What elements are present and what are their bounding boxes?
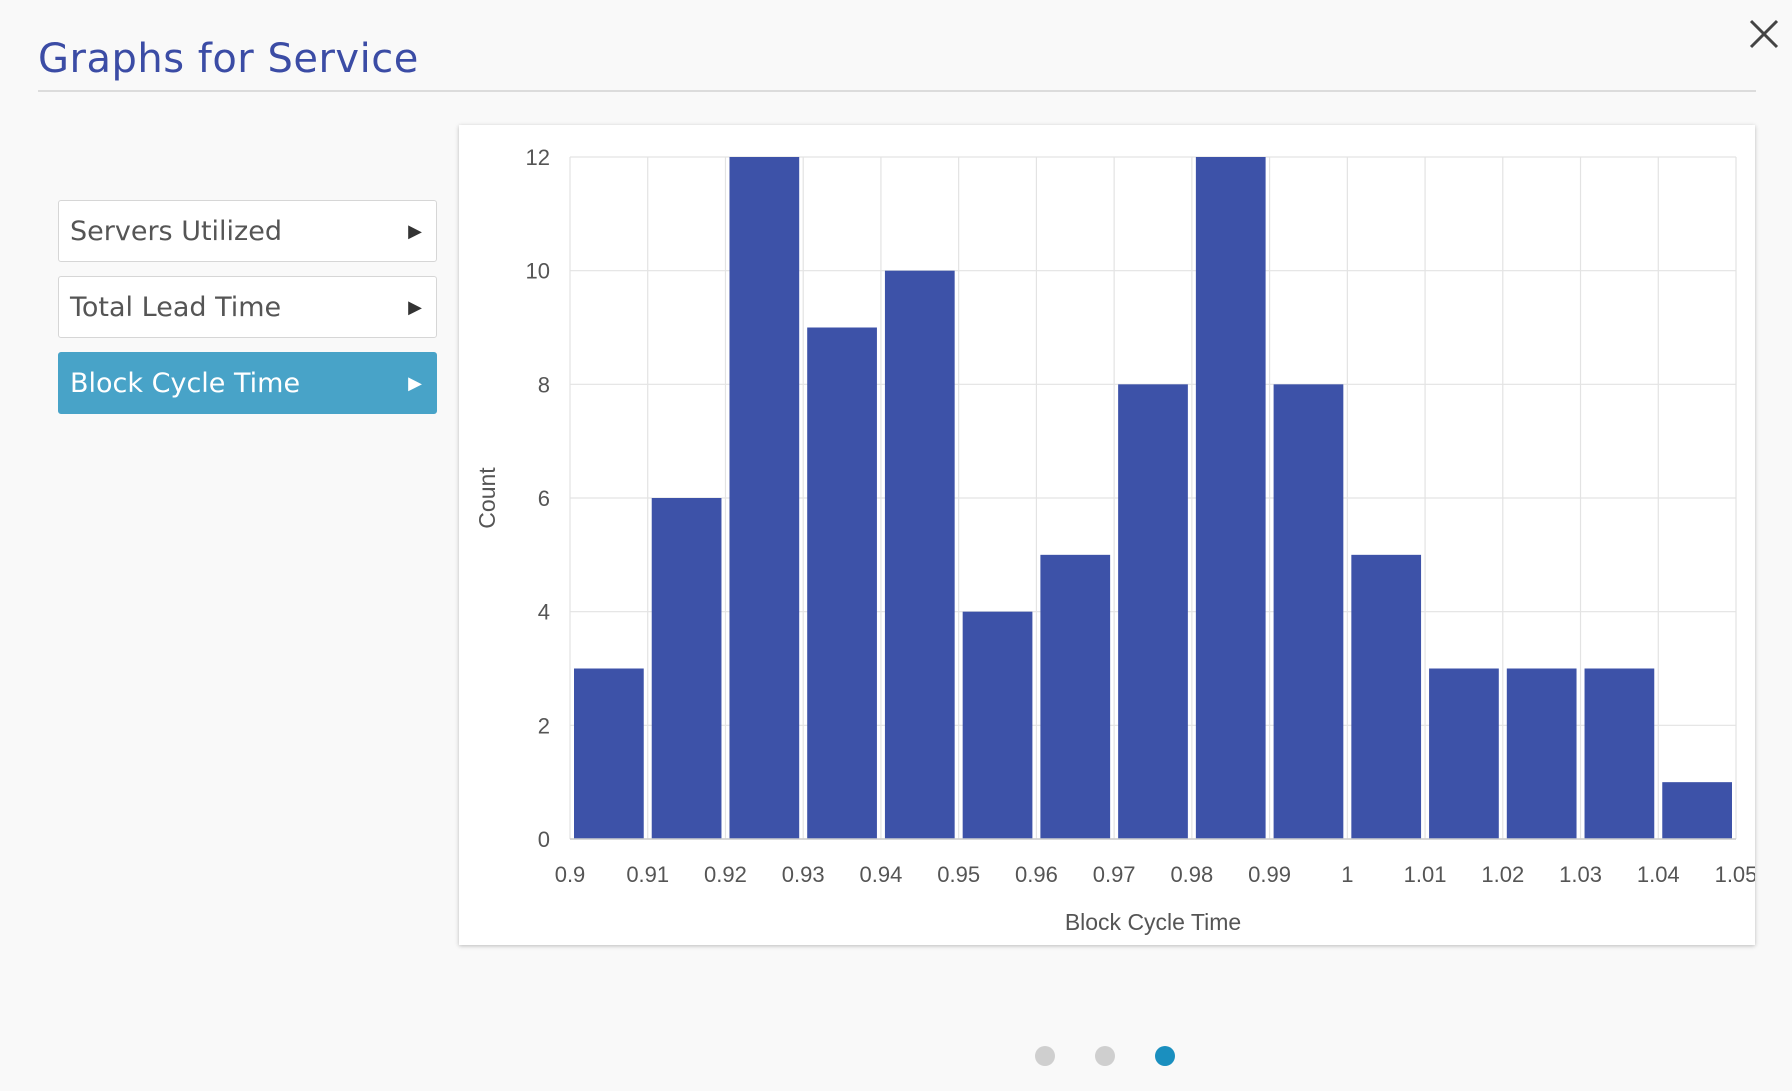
histogram-bar (1662, 782, 1732, 839)
x-tick-label: 1.01 (1404, 862, 1447, 887)
histogram-bar (1429, 668, 1499, 839)
histogram-bar (729, 157, 800, 839)
histogram-bar (962, 611, 1033, 839)
x-tick-label: 0.97 (1093, 862, 1136, 887)
histogram-bar (1040, 554, 1111, 839)
pagination-dot[interactable] (1035, 1046, 1055, 1066)
sidebar-item-label: Block Cycle Time (70, 367, 301, 399)
y-tick-label: 6 (538, 486, 550, 511)
histogram-bar (1118, 384, 1188, 839)
x-tick-label: 0.95 (937, 862, 980, 887)
y-axis-title: Count (474, 467, 500, 529)
y-tick-label: 10 (526, 259, 550, 284)
pagination-dots (1035, 1046, 1175, 1066)
histogram-bar (1351, 554, 1422, 839)
y-tick-label: 8 (538, 372, 550, 397)
histogram-bar (1584, 668, 1655, 839)
play-arrow-icon: ▶ (408, 372, 422, 394)
x-tick-label: 0.93 (782, 862, 825, 887)
play-arrow-icon: ▶ (408, 220, 422, 242)
title-divider (38, 90, 1756, 92)
sidebar-item-servers-utilized[interactable]: Servers Utilized ▶ (58, 200, 437, 262)
histogram-bar (1273, 384, 1344, 839)
x-tick-label: 0.91 (626, 862, 669, 887)
x-tick-label: 0.99 (1248, 862, 1291, 887)
sidebar-item-label: Servers Utilized (70, 215, 282, 247)
x-tick-label: 1.04 (1637, 862, 1680, 887)
pagination-dot[interactable] (1095, 1046, 1115, 1066)
x-tick-label: 0.98 (1170, 862, 1213, 887)
graph-selector-list: Servers Utilized ▶ Total Lead Time ▶ Blo… (58, 200, 437, 428)
histogram-bar (651, 498, 722, 839)
x-tick-label: 1.02 (1481, 862, 1524, 887)
x-tick-label: 0.9 (555, 862, 586, 887)
close-icon (1749, 19, 1779, 49)
y-tick-label: 2 (538, 713, 550, 738)
x-tick-label: 1.03 (1559, 862, 1602, 887)
play-arrow-icon: ▶ (408, 296, 422, 318)
histogram-bar (884, 270, 955, 839)
y-tick-label: 0 (538, 827, 550, 852)
histogram-bar (574, 668, 644, 839)
pagination-dot[interactable] (1155, 1046, 1175, 1066)
histogram-chart-card: 0.9 0.91 0.92 0.93 0.94 0.95 0.96 0.97 0.98 0.99 1… (459, 125, 1755, 945)
chart-gridlines (569, 156, 1737, 840)
x-tick-label: 0.92 (704, 862, 747, 887)
modal-title: Graphs for Service (38, 36, 419, 82)
x-tick-label: 0.96 (1015, 862, 1058, 887)
x-tick-label: 1 (1341, 862, 1353, 887)
histogram-chart: 0.9 0.91 0.92 0.93 0.94 0.95 0.96 0.97 0.98 0.99 1… (474, 145, 1755, 935)
sidebar-item-total-lead-time[interactable]: Total Lead Time ▶ (58, 276, 437, 338)
x-axis-title: Block Cycle Time (1065, 909, 1241, 935)
chart-bars (574, 157, 1732, 839)
x-tick-label: 1.05 (1715, 862, 1755, 887)
sidebar-item-block-cycle-time[interactable]: Block Cycle Time ▶ (58, 352, 437, 414)
chart-axes: 0.9 0.91 0.92 0.93 0.94 0.95 0.96 0.97 0.98 0.99 1… (526, 145, 1755, 887)
close-button[interactable] (1740, 10, 1784, 54)
histogram-bar (1195, 157, 1266, 839)
histogram-bar (1506, 668, 1577, 839)
y-tick-label: 4 (538, 600, 550, 625)
sidebar-item-label: Total Lead Time (70, 291, 282, 323)
x-tick-label: 0.94 (860, 862, 903, 887)
y-tick-label: 12 (526, 145, 550, 170)
histogram-bar (807, 327, 877, 839)
